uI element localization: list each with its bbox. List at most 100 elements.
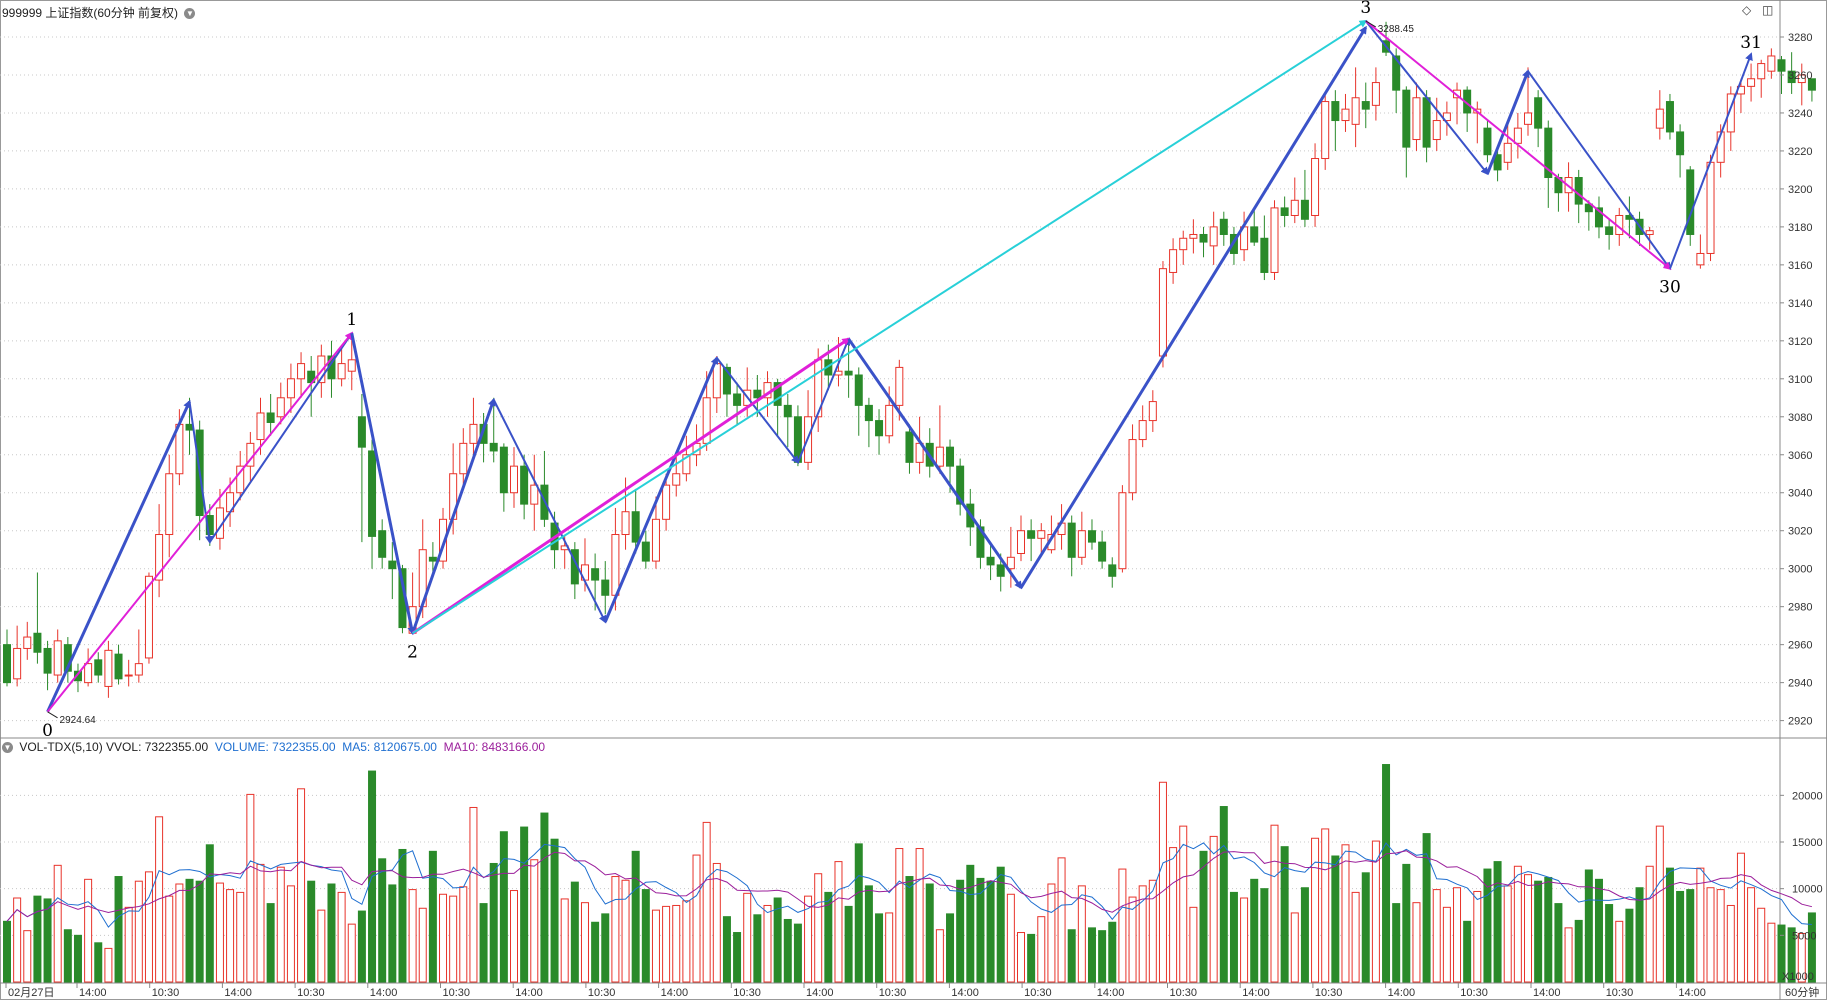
volume-bar <box>1625 908 1634 983</box>
candle-body <box>1777 59 1786 72</box>
volume-bar <box>23 930 32 983</box>
volume-bar <box>530 859 539 983</box>
volume-bar <box>1605 904 1614 983</box>
wave-line-blue <box>492 399 607 624</box>
volume-bar <box>1280 846 1289 983</box>
volume-bar <box>783 918 792 983</box>
wave-line-magenta <box>46 331 354 713</box>
volume-bar <box>1524 874 1532 983</box>
wave-label: 30 <box>1659 278 1681 298</box>
volume-unit-label: X1000 <box>1782 971 1814 983</box>
box-icon[interactable]: ◫ <box>1762 3 1774 17</box>
candle-body <box>1402 89 1411 148</box>
candle-body <box>1605 226 1614 235</box>
volume-bar <box>1442 906 1451 983</box>
volume-bar <box>1199 850 1208 983</box>
volume-bar <box>895 848 904 983</box>
candle-body <box>1422 97 1431 148</box>
volume-bar <box>793 923 802 983</box>
volume-bar <box>1797 932 1806 983</box>
volume-bar <box>1696 867 1705 983</box>
diamond-icon[interactable]: ◇ <box>1742 3 1752 17</box>
candle-body <box>1706 161 1715 254</box>
volume-bar <box>1057 857 1066 983</box>
candle-body <box>1392 55 1401 91</box>
volume-bar <box>428 850 437 983</box>
price-tick-label: 3100 <box>1788 374 1812 386</box>
candle-body <box>1138 420 1147 441</box>
volume-bar <box>1290 912 1299 983</box>
time-tick-label: 10:30 <box>1170 987 1198 999</box>
candle-body <box>144 575 153 659</box>
price-tick-label: 3280 <box>1788 32 1812 44</box>
volume-bar <box>1706 887 1715 983</box>
volume-bar <box>1453 887 1462 983</box>
chevron-down-icon[interactable]: ▼ <box>2 742 13 754</box>
candle-body <box>1584 203 1593 213</box>
volume-bar <box>570 881 579 983</box>
candle-body <box>1199 233 1208 243</box>
price-tick-label: 3000 <box>1788 564 1812 576</box>
chevron-down-icon[interactable]: ▼ <box>184 8 196 20</box>
volume-bar <box>935 929 944 983</box>
candle-body <box>1412 97 1421 141</box>
candle-body <box>1331 101 1340 122</box>
volume-bar <box>276 866 285 983</box>
wave-label: 31 <box>1740 33 1762 53</box>
volume-bar <box>63 929 72 983</box>
candle-body <box>1250 226 1259 243</box>
volume-bar <box>226 889 235 983</box>
candle-body <box>601 579 610 596</box>
candle-body <box>1179 237 1188 251</box>
candle-body <box>733 393 742 406</box>
volume-bar <box>885 912 894 983</box>
volume-header: ▼ VOL-TDX(5,10) VVOL: 7322355.00 VOLUME:… <box>2 740 545 754</box>
volume-bar <box>1777 924 1786 983</box>
candle-body <box>73 670 82 682</box>
candle-body <box>1006 556 1015 570</box>
volume-tick-label: 10000 <box>1792 884 1823 896</box>
candle-body <box>1432 120 1441 141</box>
candle-body <box>611 534 620 596</box>
candle-body <box>428 556 437 562</box>
candle-body <box>1260 237 1269 273</box>
volume-bar <box>134 880 143 983</box>
candle-body <box>1442 112 1451 122</box>
candle-body <box>297 363 306 380</box>
price-tick-label: 2960 <box>1788 640 1812 652</box>
volume-bar <box>1655 825 1664 983</box>
volume-bar <box>1432 889 1441 983</box>
candle-body <box>347 359 356 372</box>
candle-body <box>1098 541 1107 562</box>
candle-body <box>895 366 904 406</box>
volume-bar <box>1331 855 1340 983</box>
time-tick-label: 10:30 <box>1024 987 1052 999</box>
price-tick-label: 3220 <box>1788 146 1812 158</box>
time-tick-label: 14:00 <box>661 987 689 999</box>
volume-bar <box>378 858 387 983</box>
volume-bar <box>591 921 600 983</box>
candle-body <box>1797 74 1806 84</box>
candle-body <box>1665 101 1674 133</box>
volume-bar <box>1676 890 1685 983</box>
volume-bar <box>864 885 873 983</box>
volume-bar <box>662 905 671 983</box>
volume-bar <box>43 898 52 983</box>
candle-body <box>256 412 265 441</box>
volume-bar <box>114 876 123 983</box>
volume-bar <box>1645 865 1654 983</box>
candle-body <box>1209 226 1218 247</box>
candle-body <box>205 515 214 536</box>
candle-body <box>1686 169 1695 235</box>
volume-bar <box>1037 916 1046 983</box>
candle-body <box>1594 207 1603 228</box>
volume-bar <box>1747 887 1756 983</box>
high-price-label: 3288.45 <box>1378 24 1415 35</box>
candle-body <box>875 420 884 437</box>
candle-body <box>124 674 133 677</box>
volume-bar <box>1321 828 1330 983</box>
volume-bar <box>347 923 356 983</box>
volume-bar <box>144 871 153 983</box>
